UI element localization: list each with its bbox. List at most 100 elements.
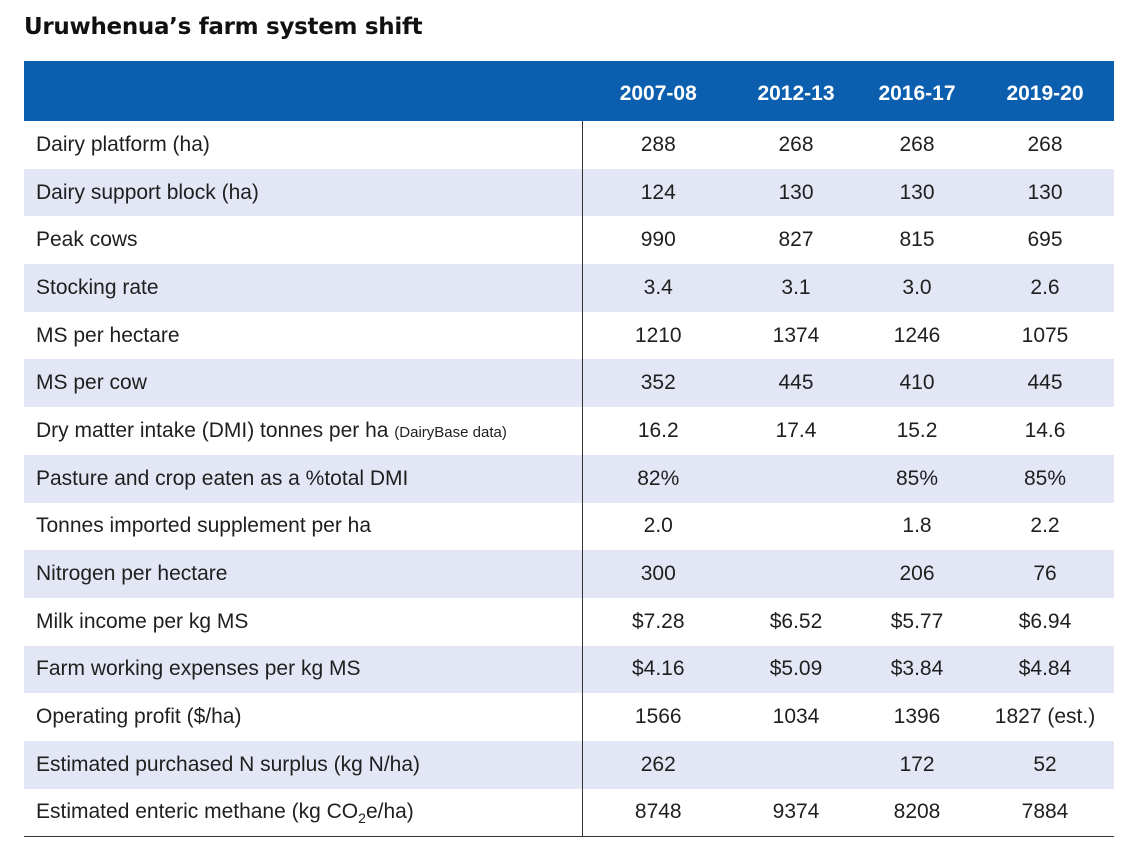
- row-value: [734, 503, 858, 551]
- row-value: 2.6: [1030, 275, 1060, 299]
- row-value: 300: [640, 562, 676, 586]
- row-value: 1396: [893, 705, 941, 729]
- row-label: Estimated purchased N surplus (kg N/ha): [24, 740, 583, 789]
- row-value: 130: [899, 180, 935, 204]
- row-value: 827: [778, 228, 814, 252]
- row-value: 1374: [772, 323, 820, 347]
- row-value: 76: [1033, 562, 1057, 586]
- row-value: 130: [778, 180, 814, 204]
- row-label: Pasture and crop eaten as a %total DMI: [24, 454, 583, 503]
- table-row: Stocking rate 3.4 3.1 3.0 2.6: [24, 264, 1114, 312]
- row-label: Estimated enteric methane (kg CO2e/ha): [24, 788, 583, 837]
- row-label: Dry matter intake (DMI) tonnes per ha (D…: [24, 407, 583, 455]
- row-value: 14.6: [1024, 418, 1066, 442]
- row-value: 85%: [895, 466, 939, 490]
- header-year-2007-08: 2007-08: [619, 82, 697, 105]
- row-label-subscript: 2: [358, 810, 366, 827]
- header-label-cell: [24, 61, 583, 121]
- row-value: 206: [899, 562, 935, 586]
- header-year-2016-17: 2016-17: [878, 82, 956, 105]
- row-value: 7884: [976, 788, 1114, 837]
- row-value: 130: [1027, 180, 1063, 204]
- row-value: 124: [640, 180, 676, 204]
- row-value: 268: [899, 132, 935, 156]
- row-value: 3.1: [781, 275, 811, 299]
- row-label-text: Dry matter intake (DMI) tonnes per ha: [36, 418, 395, 442]
- row-value: $4.16: [631, 657, 685, 681]
- row-value: 1.8: [902, 514, 932, 538]
- row-value: 1034: [772, 705, 820, 729]
- row-value: 17.4: [775, 418, 817, 442]
- table-row: Dairy support block (ha) 124 130 130 130: [24, 168, 1114, 217]
- row-value: 9374: [734, 788, 858, 837]
- table-row: Estimated enteric methane (kg CO2e/ha) 8…: [24, 788, 1114, 837]
- row-value: 1246: [893, 323, 941, 347]
- row-value: 172: [899, 752, 935, 776]
- row-value: 85%: [1023, 466, 1067, 490]
- header-row: 2007-08 2012-13 2016-17 2019-20: [24, 61, 1114, 121]
- table-row: Farm working expenses per kg MS $4.16 $5…: [24, 645, 1114, 694]
- table-row: MS per cow 352 445 410 445: [24, 359, 1114, 408]
- row-label: MS per hectare: [24, 311, 583, 360]
- row-label-note: (DairyBase data): [394, 423, 507, 441]
- row-value: 695: [1027, 228, 1063, 252]
- row-value: $3.84: [890, 657, 944, 681]
- row-value: 2.2: [1030, 514, 1060, 538]
- table-row: MS per hectare 1210 1374 1246 1075: [24, 311, 1114, 360]
- table-header: 2007-08 2012-13 2016-17 2019-20: [24, 61, 1114, 121]
- row-value: $6.94: [1018, 609, 1072, 633]
- table-row: Dry matter intake (DMI) tonnes per ha (D…: [24, 407, 1114, 455]
- row-value: 8208: [858, 788, 976, 837]
- row-label: Dairy platform (ha): [24, 121, 583, 169]
- row-value: 445: [778, 371, 814, 395]
- table-row: Dairy platform (ha) 288 268 268 268: [24, 121, 1114, 169]
- header-year-2019-20: 2019-20: [1006, 82, 1084, 105]
- row-value: 3.0: [902, 275, 932, 299]
- row-value: 2.0: [643, 514, 673, 538]
- row-value: 268: [1027, 132, 1063, 156]
- row-label: Nitrogen per hectare: [24, 550, 583, 598]
- table-row: Milk income per kg MS $7.28 $6.52 $5.77 …: [24, 597, 1114, 646]
- row-value: 445: [1027, 371, 1063, 395]
- table-row: Estimated purchased N surplus (kg N/ha) …: [24, 740, 1114, 789]
- row-value: 352: [640, 371, 676, 395]
- table-row: Pasture and crop eaten as a %total DMI 8…: [24, 454, 1114, 503]
- row-label: Tonnes imported supplement per ha: [24, 502, 583, 551]
- row-value: $5.09: [769, 657, 823, 681]
- table-title: Uruwhenua’s farm system shift: [24, 14, 423, 40]
- row-value: 82%: [637, 466, 680, 490]
- row-value: 1210: [634, 323, 682, 347]
- row-value: $7.28: [631, 609, 685, 633]
- row-label: Operating profit ($/ha): [24, 693, 583, 741]
- table-row: Tonnes imported supplement per ha 2.0 1.…: [24, 502, 1114, 551]
- row-value: 268: [778, 132, 814, 156]
- row-label: Milk income per kg MS: [24, 597, 583, 646]
- row-value: 1075: [1021, 323, 1069, 347]
- row-value: $6.52: [769, 609, 823, 633]
- row-value: 52: [1033, 752, 1057, 776]
- row-value: 815: [899, 228, 935, 252]
- row-value: $4.84: [1018, 657, 1072, 681]
- row-value: [734, 455, 858, 503]
- row-label: Dairy support block (ha): [24, 168, 583, 217]
- row-value: [734, 741, 858, 789]
- row-value: $5.77: [890, 609, 944, 633]
- row-value: 16.2: [637, 418, 679, 442]
- row-value: [734, 550, 858, 598]
- farm-system-table: 2007-08 2012-13 2016-17 2019-20 Dairy pl…: [24, 61, 1114, 837]
- row-value: 3.4: [643, 275, 673, 299]
- row-value: 1566: [634, 705, 682, 729]
- header-year-2012-13: 2012-13: [757, 82, 835, 105]
- row-value: 8748: [582, 788, 734, 837]
- row-value: 288: [640, 132, 676, 156]
- row-value: 1827 (est.): [994, 705, 1096, 729]
- row-label-tail: e/ha): [365, 800, 414, 824]
- row-label-text: Estimated enteric methane (kg CO: [36, 800, 359, 824]
- table-body: Dairy platform (ha) 288 268 268 268 Dair…: [24, 121, 1114, 837]
- table-row: Peak cows 990 827 815 695: [24, 216, 1114, 265]
- table-row: Nitrogen per hectare 300 206 76: [24, 550, 1114, 598]
- table-row: Operating profit ($/ha) 1566 1034 1396 1…: [24, 693, 1114, 741]
- row-value: 262: [640, 752, 676, 776]
- row-value: 410: [899, 371, 935, 395]
- row-label: Farm working expenses per kg MS: [24, 645, 583, 694]
